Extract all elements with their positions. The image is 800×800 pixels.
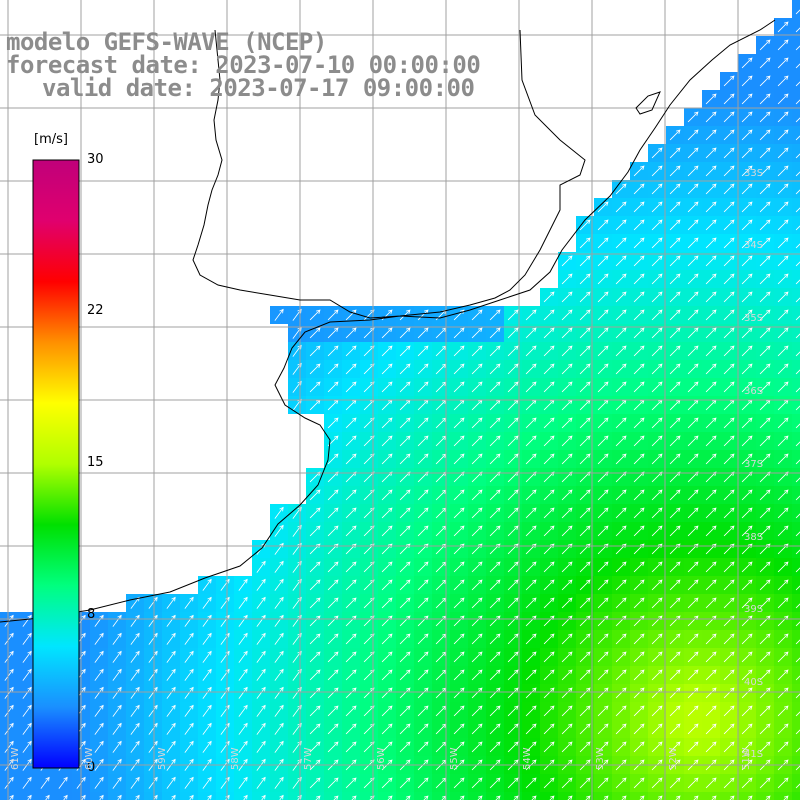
colorbar-tick: 15	[87, 455, 104, 470]
lon-label: 55W	[449, 747, 460, 770]
forecast-date: forecast date: 2023-07-10 00:00:00	[6, 51, 481, 79]
lat-label: 40S	[744, 677, 764, 688]
lon-label: 56W	[376, 747, 387, 770]
lon-label: 57W	[303, 747, 314, 770]
valid-date: valid date: 2023-07-17 09:00:00	[42, 74, 475, 102]
lon-label: 61W	[10, 747, 21, 770]
colorbar-unit: [m/s]	[34, 132, 68, 147]
lon-label: 58W	[230, 747, 241, 770]
lat-label: 39S	[744, 604, 764, 615]
colorbar-tick: 30	[87, 152, 104, 167]
lon-label: 60W	[84, 747, 95, 770]
model-title: modelo GEFS-WAVE (NCEP)	[6, 28, 327, 56]
colorbar	[32, 159, 80, 769]
coastline	[0, 19, 776, 623]
lon-label: 52W	[668, 747, 679, 770]
colorbar-tick: 0	[87, 760, 96, 775]
lon-label: 54W	[522, 747, 533, 770]
lat-label: 34S	[744, 240, 764, 251]
colorbar-tick: 8	[87, 607, 96, 622]
lon-label: 59W	[157, 747, 168, 770]
lat-label: 33S	[744, 168, 764, 179]
colorbar-tick: 22	[87, 303, 104, 318]
lat-label: 38S	[744, 532, 764, 543]
lon-label: 53W	[595, 747, 606, 770]
lat-label: 37S	[744, 459, 764, 470]
wind-vectors	[4, 9, 800, 800]
lon-label: 51W	[741, 747, 752, 770]
lat-label: 35S	[744, 313, 764, 324]
lat-label: 41S	[744, 749, 764, 760]
lat-label: 36S	[744, 386, 764, 397]
